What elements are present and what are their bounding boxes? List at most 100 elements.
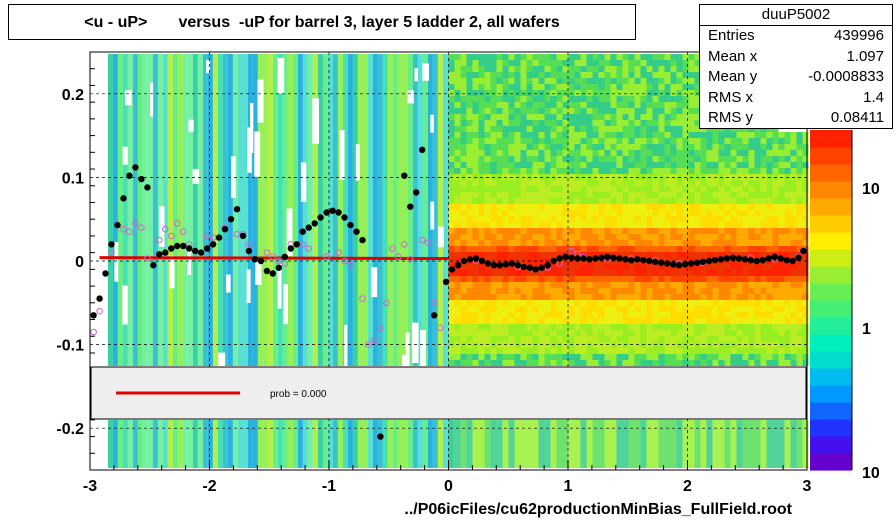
heatmap-cell <box>694 138 701 144</box>
heatmap-cell <box>472 66 479 72</box>
heatmap-cell <box>472 306 479 312</box>
heatmap-cell <box>778 276 785 282</box>
heatmap-cell <box>742 324 749 330</box>
heatmap-cell <box>466 300 473 306</box>
heatmap-strip <box>142 54 148 366</box>
heatmap-cell <box>562 264 569 270</box>
heatmap-cell <box>736 204 743 210</box>
heatmap-cell <box>604 186 611 192</box>
heatmap-cell <box>718 318 725 324</box>
heatmap-cell <box>694 120 701 126</box>
heatmap-cell <box>610 336 617 342</box>
heatmap-cell <box>508 174 515 180</box>
heatmap-cell <box>628 120 635 126</box>
heatmap-cell <box>730 336 737 342</box>
heatmap-cell <box>718 228 725 234</box>
heatmap-cell <box>664 198 671 204</box>
heatmap-cell <box>778 150 785 156</box>
heatmap-cell <box>514 192 521 198</box>
heatmap-strip <box>407 54 413 366</box>
heatmap-cell <box>448 312 455 318</box>
heatmap-gap <box>277 263 282 309</box>
heatmap-cell <box>766 324 773 330</box>
heatmap-cell <box>700 174 707 180</box>
heatmap-cell <box>628 132 635 138</box>
heatmap-strip <box>402 54 408 366</box>
heatmap-cell <box>676 90 683 96</box>
heatmap-cell <box>514 174 521 180</box>
heatmap-cell <box>568 54 575 60</box>
heatmap-cell <box>742 204 749 210</box>
heatmap-cell <box>592 138 599 144</box>
heatmap-cell <box>646 276 653 282</box>
heatmap-cell <box>538 204 545 210</box>
heatmap-cell <box>598 162 605 168</box>
heatmap-cell <box>730 210 737 216</box>
heatmap-cell <box>634 144 641 150</box>
heatmap-cell <box>550 234 557 240</box>
heatmap-cell <box>706 300 713 306</box>
heatmap-strip <box>784 420 791 468</box>
heatmap-cell <box>544 138 551 144</box>
heatmap-gap <box>277 57 285 94</box>
heatmap-cell <box>718 300 725 306</box>
heatmap-cell <box>532 150 539 156</box>
heatmap-cell <box>688 144 695 150</box>
heatmap-cell <box>544 330 551 336</box>
heatmap-cell <box>574 156 581 162</box>
heatmap-cell <box>454 96 461 102</box>
heatmap-cell <box>466 252 473 258</box>
heatmap-cell <box>520 144 527 150</box>
profile-point <box>90 312 97 319</box>
heatmap-cell <box>454 270 461 276</box>
heatmap-cell <box>724 354 731 360</box>
heatmap-cell <box>676 306 683 312</box>
heatmap-cell <box>490 198 497 204</box>
heatmap-cell <box>550 342 557 348</box>
heatmap-cell <box>778 144 785 150</box>
heatmap-strip <box>147 54 153 366</box>
heatmap-cell <box>676 318 683 324</box>
heatmap-strip <box>562 420 569 468</box>
heatmap-cell <box>652 192 659 198</box>
heatmap-cell <box>778 126 785 132</box>
heatmap-cell <box>544 180 551 186</box>
heatmap-cell <box>454 72 461 78</box>
heatmap-cell <box>658 228 665 234</box>
heatmap-cell <box>694 240 701 246</box>
heatmap-cell <box>742 306 749 312</box>
heatmap-cell <box>574 84 581 90</box>
profile-point <box>711 257 719 264</box>
heatmap-cell <box>478 192 485 198</box>
heatmap-cell <box>790 150 797 156</box>
heatmap-cell <box>802 150 809 156</box>
heatmap-cell <box>562 234 569 240</box>
heatmap-cell <box>712 186 719 192</box>
heatmap-strip <box>212 420 218 468</box>
heatmap-cell <box>622 294 629 300</box>
heatmap-cell <box>520 60 527 66</box>
heatmap-cell <box>622 174 629 180</box>
heatmap-cell <box>604 168 611 174</box>
heatmap-cell <box>658 84 665 90</box>
heatmap-cell <box>616 168 623 174</box>
heatmap-cell <box>622 204 629 210</box>
heatmap-cell <box>586 96 593 102</box>
heatmap-cell <box>748 216 755 222</box>
heatmap-cell <box>526 168 533 174</box>
heatmap-cell <box>574 222 581 228</box>
heatmap-cell <box>682 72 689 78</box>
heatmap-cell <box>568 306 575 312</box>
heatmap-cell <box>484 162 491 168</box>
heatmap-cell <box>646 126 653 132</box>
heatmap-cell <box>502 210 509 216</box>
heatmap-cell <box>688 276 695 282</box>
heatmap-cell <box>460 210 467 216</box>
heatmap-cell <box>604 216 611 222</box>
heatmap-cell <box>628 324 635 330</box>
heatmap-strip <box>327 420 333 468</box>
heatmap-cell <box>544 306 551 312</box>
heatmap-cell <box>574 186 581 192</box>
heatmap-cell <box>616 210 623 216</box>
heatmap-cell <box>784 354 791 360</box>
